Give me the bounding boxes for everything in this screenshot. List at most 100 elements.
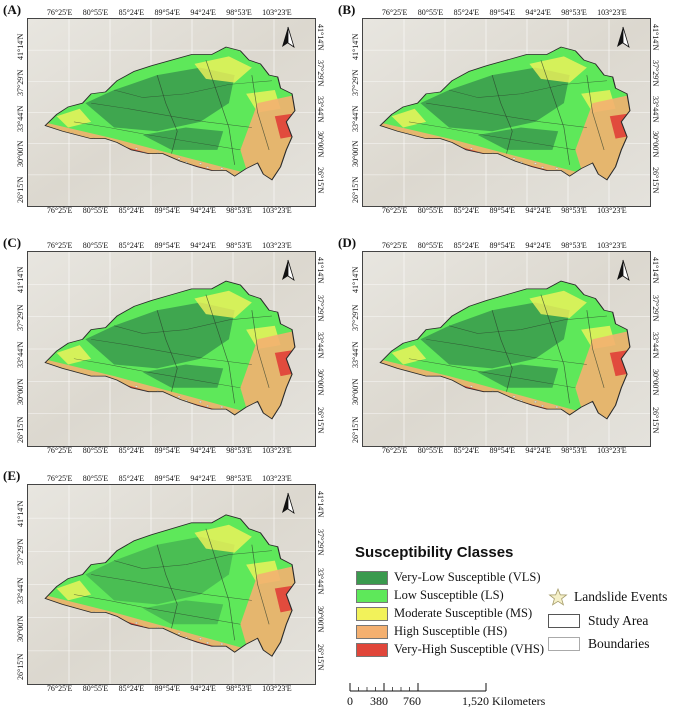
longitude-tick-label: 89°54'E bbox=[154, 684, 181, 693]
susceptibility-map bbox=[28, 485, 315, 684]
longitude-tick-label: 94°24'E bbox=[525, 241, 551, 250]
longitude-tick-label: 85°24'E bbox=[453, 241, 480, 250]
longitude-tick-label: 80°55'E bbox=[417, 206, 444, 215]
longitude-tick-label: 85°24'E bbox=[118, 446, 145, 455]
legend-label: Very-Low Susceptible (VLS) bbox=[394, 570, 541, 584]
legend-label: High Susceptible (HS) bbox=[394, 624, 508, 638]
latitude-tick-label: 41°14'N bbox=[16, 33, 25, 60]
north-arrow-icon bbox=[617, 259, 630, 281]
latitude-tick-label: 26°15'N bbox=[316, 406, 325, 434]
latitude-tick-label: 37°29'N bbox=[651, 59, 660, 86]
longitude-tick-label: 98°53'E bbox=[561, 446, 587, 455]
latitude-tick-label: 26°15'N bbox=[16, 416, 25, 443]
latitude-tick-label: 33°44'N bbox=[316, 95, 325, 122]
susceptibility-map bbox=[28, 19, 315, 206]
longitude-tick-label: 80°55'E bbox=[82, 241, 109, 250]
longitude-tick-label: 94°24'E bbox=[525, 446, 551, 455]
longitude-tick-label: 85°24'E bbox=[118, 8, 145, 17]
longitude-tick-label: 94°24'E bbox=[525, 206, 551, 215]
longitude-tick-label: 76°25'E bbox=[381, 241, 408, 250]
longitude-tick-label: 98°53'E bbox=[226, 474, 252, 483]
longitude-tick-label: 89°54'E bbox=[154, 206, 181, 215]
longitude-tick-label: 103°23'E bbox=[597, 206, 627, 215]
longitude-tick-label: 76°25'E bbox=[46, 8, 73, 17]
latitude-tick-label: 30°00'N bbox=[16, 615, 25, 642]
map-panel: (B) 76°25'E 76°25'E 80°55'E 80°55'E 85°24'E 85… bbox=[338, 2, 673, 219]
susceptibility-map bbox=[28, 252, 315, 446]
longitude-tick-label: 98°53'E bbox=[226, 206, 252, 215]
legend-label: Very-High Susceptible (VHS) bbox=[394, 642, 544, 656]
layer-legend-item: Landslide Events bbox=[548, 588, 667, 606]
longitude-tick-label: 98°53'E bbox=[226, 684, 252, 693]
longitude-tick-label: 80°55'E bbox=[417, 8, 444, 17]
scale-label: 1,520 Kilometers bbox=[462, 694, 546, 708]
latitude-tick-label: 33°44'N bbox=[16, 577, 25, 604]
latitude-tick-label: 30°00'N bbox=[651, 369, 660, 396]
longitude-tick-label: 89°54'E bbox=[489, 8, 516, 17]
north-arrow-icon bbox=[282, 492, 295, 514]
latitude-tick-label: 41°14'N bbox=[651, 257, 660, 284]
longitude-tick-label: 89°54'E bbox=[154, 241, 181, 250]
latitude-tick-label: 37°29'N bbox=[351, 304, 360, 331]
longitude-tick-label: 85°24'E bbox=[453, 8, 480, 17]
legend-title: Susceptibility Classes bbox=[355, 544, 514, 561]
susceptibility-map bbox=[363, 252, 650, 446]
longitude-tick-label: 76°25'E bbox=[381, 446, 408, 455]
longitude-tick-label: 85°24'E bbox=[118, 206, 145, 215]
longitude-tick-label: 80°55'E bbox=[82, 684, 109, 693]
longitude-tick-label: 76°25'E bbox=[46, 206, 73, 215]
map-frame bbox=[27, 484, 316, 685]
latitude-tick-label: 33°44'N bbox=[16, 105, 25, 132]
longitude-tick-label: 76°25'E bbox=[46, 446, 73, 455]
latitude-tick-label: 33°44'N bbox=[651, 95, 660, 122]
latitude-tick-label: 33°44'N bbox=[351, 341, 360, 368]
latitude-tick-label: 37°29'N bbox=[316, 294, 325, 322]
latitude-tick-label: 33°44'N bbox=[16, 341, 25, 368]
layer-legend-item: Study Area bbox=[548, 613, 648, 629]
latitude-tick-label: 33°44'N bbox=[316, 567, 325, 594]
latitude-tick-label: 26°15'N bbox=[316, 644, 325, 671]
longitude-tick-label: 76°25'E bbox=[46, 474, 73, 483]
scale-bar-graphic bbox=[349, 683, 487, 692]
latitude-tick-label: 33°44'N bbox=[316, 332, 325, 359]
longitude-tick-label: 103°23'E bbox=[597, 241, 627, 250]
latitude-tick-label: 30°00'N bbox=[16, 141, 25, 168]
longitude-tick-label: 94°24'E bbox=[190, 684, 216, 693]
longitude-tick-label: 76°25'E bbox=[46, 684, 73, 693]
latitude-tick-label: 37°29'N bbox=[316, 59, 325, 86]
latitude-tick-label: 41°14'N bbox=[16, 500, 25, 527]
latitude-tick-label: 26°15'N bbox=[651, 167, 660, 194]
map-frame bbox=[27, 18, 316, 207]
longitude-tick-label: 94°24'E bbox=[190, 474, 216, 483]
latitude-tick-label: 30°00'N bbox=[351, 378, 360, 406]
longitude-tick-label: 103°23'E bbox=[262, 241, 292, 250]
longitude-tick-label: 94°24'E bbox=[190, 446, 216, 455]
scale-label: 380 bbox=[370, 694, 388, 708]
layer-label: Boundaries bbox=[588, 636, 650, 651]
legend-label: Moderate Susceptible (MS) bbox=[394, 606, 533, 620]
latitude-tick-label: 30°00'N bbox=[316, 369, 325, 396]
latitude-tick-label: 41°14'N bbox=[316, 257, 325, 284]
latitude-tick-label: 37°29'N bbox=[351, 69, 360, 96]
longitude-tick-label: 89°54'E bbox=[154, 474, 181, 483]
longitude-tick-label: 98°53'E bbox=[561, 8, 587, 17]
latitude-tick-label: 30°00'N bbox=[316, 605, 325, 633]
longitude-tick-label: 76°25'E bbox=[381, 8, 408, 17]
longitude-tick-label: 98°53'E bbox=[561, 206, 587, 215]
longitude-tick-label: 103°23'E bbox=[262, 8, 292, 17]
layer-label: Landslide Events bbox=[574, 589, 668, 604]
latitude-tick-label: 37°29'N bbox=[16, 304, 25, 331]
longitude-tick-label: 80°55'E bbox=[417, 446, 444, 455]
rectangle-icon bbox=[548, 614, 580, 628]
rectangle-icon bbox=[548, 637, 580, 651]
longitude-tick-label: 76°25'E bbox=[381, 206, 408, 215]
longitude-tick-label: 94°24'E bbox=[190, 8, 216, 17]
longitude-tick-label: 80°55'E bbox=[82, 206, 109, 215]
longitude-tick-label: 89°54'E bbox=[489, 241, 516, 250]
latitude-tick-label: 30°00'N bbox=[316, 131, 325, 158]
panel-letter: (B) bbox=[338, 2, 356, 17]
longitude-tick-label: 85°24'E bbox=[118, 684, 145, 693]
longitude-tick-label: 103°23'E bbox=[262, 684, 292, 693]
longitude-tick-label: 94°24'E bbox=[190, 241, 216, 250]
latitude-tick-label: 26°15'N bbox=[351, 177, 360, 204]
